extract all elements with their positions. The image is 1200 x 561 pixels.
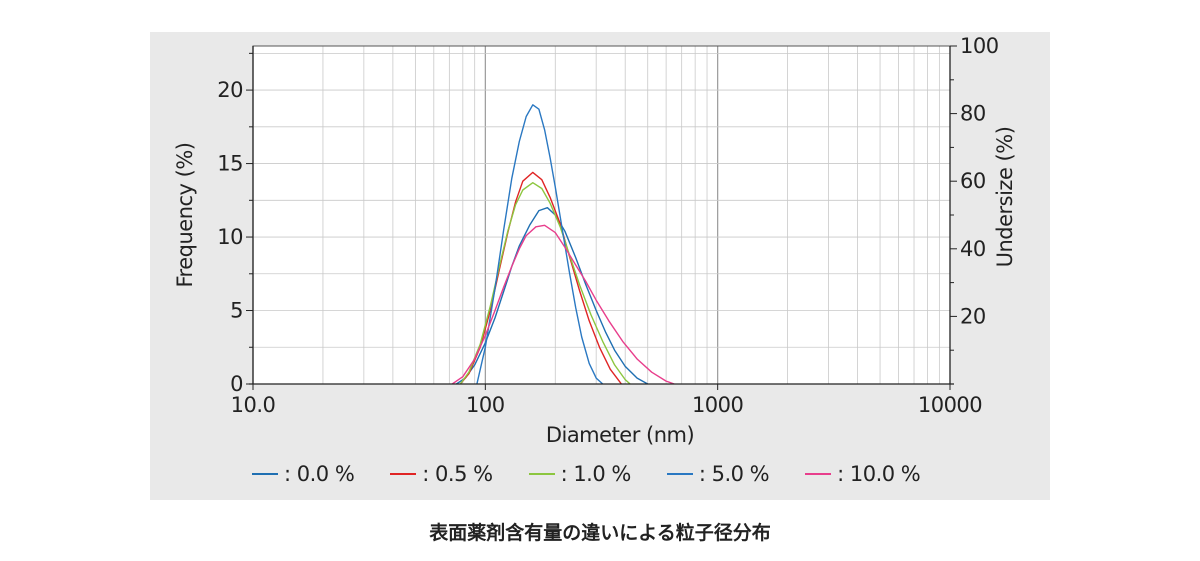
- series-line-1: [459, 171, 622, 385]
- legend-label: : 0.0 %: [284, 462, 355, 486]
- x-tick-label: 10000: [918, 393, 982, 417]
- x-axis-label: Diameter (nm): [546, 423, 694, 447]
- axes-layer: [246, 45, 957, 390]
- chart-legend: : 0.0 % : 0.5 % : 1.0 % : 5.0 % : 10.0 %: [252, 462, 956, 486]
- legend-swatch: [252, 473, 278, 475]
- legend-swatch: [390, 473, 417, 475]
- legend-swatch: [805, 473, 832, 475]
- y2-axis-label: Undersize (%): [993, 127, 1017, 268]
- y2-tick-label: 100: [960, 34, 999, 58]
- legend-label: : 10.0 %: [837, 462, 921, 486]
- legend-item-1: : 0.5 %: [390, 462, 493, 486]
- series-line-4: [451, 224, 675, 385]
- legend-swatch: [528, 473, 555, 475]
- grid-layer: [252, 46, 950, 384]
- legend-label: : 0.5 %: [422, 462, 493, 486]
- y2-tick-label: 40: [960, 237, 986, 261]
- y-tick-label: 10: [217, 225, 243, 249]
- y2-tick-label: 80: [960, 102, 986, 126]
- y-tick-label: 0: [230, 372, 243, 396]
- x-tick-label: 10.0: [231, 393, 276, 417]
- y-tick-label: 15: [217, 152, 243, 176]
- chart-panel: Diameter (nm) Frequency (%) Undersize (%…: [150, 32, 1050, 500]
- y2-tick-label: 20: [960, 304, 986, 328]
- series-layer: [451, 104, 675, 385]
- figure-caption: 表面薬剤含有量の違いによる粒子径分布: [429, 522, 771, 544]
- particle-size-chart: Diameter (nm) Frequency (%) Undersize (%…: [173, 34, 1017, 447]
- legend-label: : 1.0 %: [560, 462, 632, 486]
- series-line-2: [459, 181, 631, 385]
- legend-item-2: : 1.0 %: [528, 462, 632, 486]
- labels-layer: Diameter (nm) Frequency (%) Undersize (%…: [173, 34, 1017, 447]
- y-tick-label: 20: [217, 78, 243, 102]
- series-line-0: [455, 206, 649, 385]
- series-line-3: [476, 104, 604, 385]
- y-tick-label: 5: [230, 299, 243, 323]
- legend-label: : 5.0 %: [698, 462, 770, 486]
- x-tick-label: 1000: [692, 393, 743, 417]
- legend-swatch: [666, 473, 693, 475]
- legend-item-3: : 5.0 %: [666, 462, 770, 486]
- y2-tick-label: 60: [960, 169, 986, 193]
- legend-item-0: : 0.0 %: [252, 462, 355, 486]
- x-tick-label: 100: [466, 393, 505, 417]
- legend-item-4: : 10.0 %: [805, 462, 921, 486]
- y-axis-label: Frequency (%): [173, 142, 197, 287]
- plot-area: [253, 46, 950, 384]
